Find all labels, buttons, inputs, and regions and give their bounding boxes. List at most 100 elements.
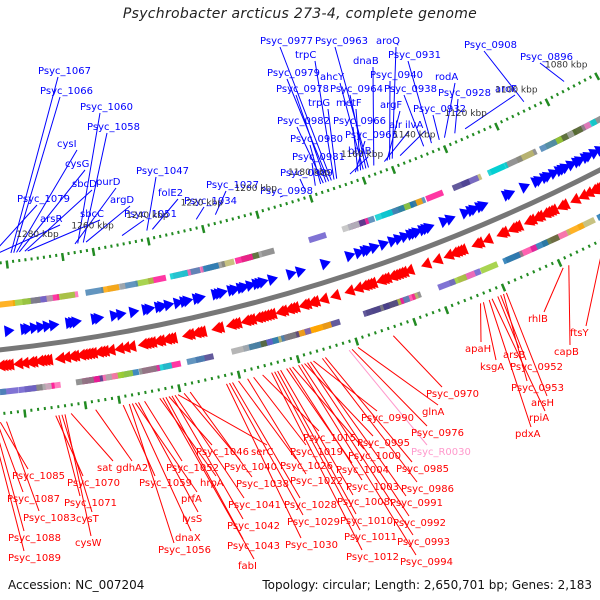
gene-label-reverse: Psyc_0995 (357, 438, 410, 449)
reverse-gene-arrow (54, 351, 66, 364)
tick-label: 1100 kbp (495, 85, 538, 95)
tick-mark (146, 237, 151, 246)
reverse-gene-arrow (93, 345, 105, 358)
gene-label-reverse: Psyc_1041 (228, 500, 281, 511)
leader-line (286, 78, 330, 182)
reverse-gene-arrow (125, 340, 137, 352)
leader-line (55, 415, 84, 477)
tick-mark (488, 125, 492, 129)
reverse-gene-arrow (523, 214, 536, 226)
forward-gene-arrow (553, 166, 566, 178)
tick-mark (538, 267, 542, 271)
tick-mark (137, 392, 141, 396)
tick-mark (171, 232, 174, 236)
forward-gene-arrow (153, 301, 165, 314)
leader-line (585, 258, 600, 327)
gene-label-forward: Psyc_0981 (292, 152, 345, 163)
forward-gene-arrow (392, 234, 405, 246)
cog-category-box (341, 220, 361, 233)
reverse-gene-arrow (421, 257, 433, 269)
leader-line (339, 82, 364, 170)
gene-label-forward: argD (110, 195, 134, 206)
tick-mark (361, 335, 364, 339)
leader-line (10, 76, 59, 254)
tick-label: 1180 kbp (288, 168, 331, 178)
leader-line (301, 364, 414, 536)
leader-line (247, 378, 307, 475)
leader-line (134, 402, 198, 493)
reverse-gene-arrow (578, 188, 590, 200)
gene-label-forward: Psyc_1066 (40, 86, 93, 97)
reverse-gene-arrow (507, 222, 519, 234)
tick-mark (225, 218, 229, 223)
cog-category-box (18, 384, 37, 394)
tick-mark (414, 156, 418, 161)
forward-gene-arrow (530, 177, 542, 189)
gene-label-reverse: Psyc_0992 (393, 518, 446, 529)
tick-mark (164, 386, 167, 391)
gene-label-reverse: Psyc_0991 (390, 498, 443, 509)
gene-label-forward: Psyc_0966 (333, 116, 386, 127)
leader-line (391, 46, 397, 159)
tick-label: 1220 kbp (181, 198, 224, 208)
gene-label-reverse: arsH (531, 398, 554, 409)
reverse-gene-arrow (443, 248, 455, 260)
tick-mark (488, 288, 492, 293)
tick-mark (367, 333, 371, 337)
forward-gene-arrow (226, 285, 238, 297)
leader-line (307, 362, 410, 517)
tick-mark (373, 331, 377, 335)
gene-label-reverse: Psyc_0990 (361, 413, 414, 424)
gene-label-reverse: Psyc_1010 (340, 516, 393, 527)
cog-category-box (451, 178, 471, 192)
tick-mark (256, 365, 260, 370)
tick-mark (442, 144, 449, 154)
cog-category-box (200, 262, 220, 273)
leader-line (321, 358, 418, 483)
reverse-gene-arrow (211, 321, 223, 334)
leader-line (491, 298, 546, 412)
gene-label-reverse: Psyc_R0030 (411, 447, 471, 458)
gene-label-reverse: Psyc_1043 (227, 541, 280, 552)
tick-mark (507, 280, 511, 285)
tick-mark (385, 168, 389, 172)
gene-label-reverse: Psyc_1000 (348, 451, 401, 462)
tick-mark (448, 142, 452, 147)
forward-gene-arrow (359, 245, 371, 258)
tick-mark (332, 186, 336, 191)
gene-label-forward: Psyc_0982 (277, 116, 330, 127)
tick-mark (463, 298, 467, 303)
leader-line (403, 94, 425, 147)
leader-line (279, 195, 284, 198)
tick-mark (528, 106, 532, 111)
gene-label-reverse: Psyc_0985 (396, 464, 449, 475)
leader-line (229, 382, 304, 516)
map-title: Psychrobacter arcticus 273-4, complete g… (122, 6, 478, 22)
reverse-gene-arrow (432, 253, 444, 265)
tick-mark (263, 363, 267, 368)
gene-label-forward: aroQ (376, 36, 400, 47)
leader-line (232, 382, 301, 499)
forward-gene-arrow (459, 208, 471, 220)
leader-line (0, 455, 25, 552)
gene-label-forward: dnaB (353, 56, 379, 67)
leader-line (349, 156, 369, 175)
tick-marks (0, 70, 600, 418)
tick-mark (350, 180, 354, 185)
leader-line (483, 50, 525, 103)
leader-line (13, 96, 61, 253)
reverse-gene-arrow (75, 348, 87, 361)
leader-line (195, 206, 205, 220)
leader-line (85, 205, 131, 243)
forward-gene-arrow (344, 251, 356, 263)
leader-line (0, 442, 25, 532)
reverse-gene-arrow (375, 273, 388, 286)
forward-gene-arrow (565, 160, 577, 172)
tick-mark (130, 393, 134, 397)
tick-mark (249, 212, 253, 216)
gene-label-forward: Psyc_0908 (464, 40, 517, 51)
tick-mark (60, 252, 65, 262)
tick-mark (566, 87, 571, 91)
gene-label-reverse: Psyc_1029 (287, 517, 340, 528)
cog-category-box (75, 376, 95, 386)
